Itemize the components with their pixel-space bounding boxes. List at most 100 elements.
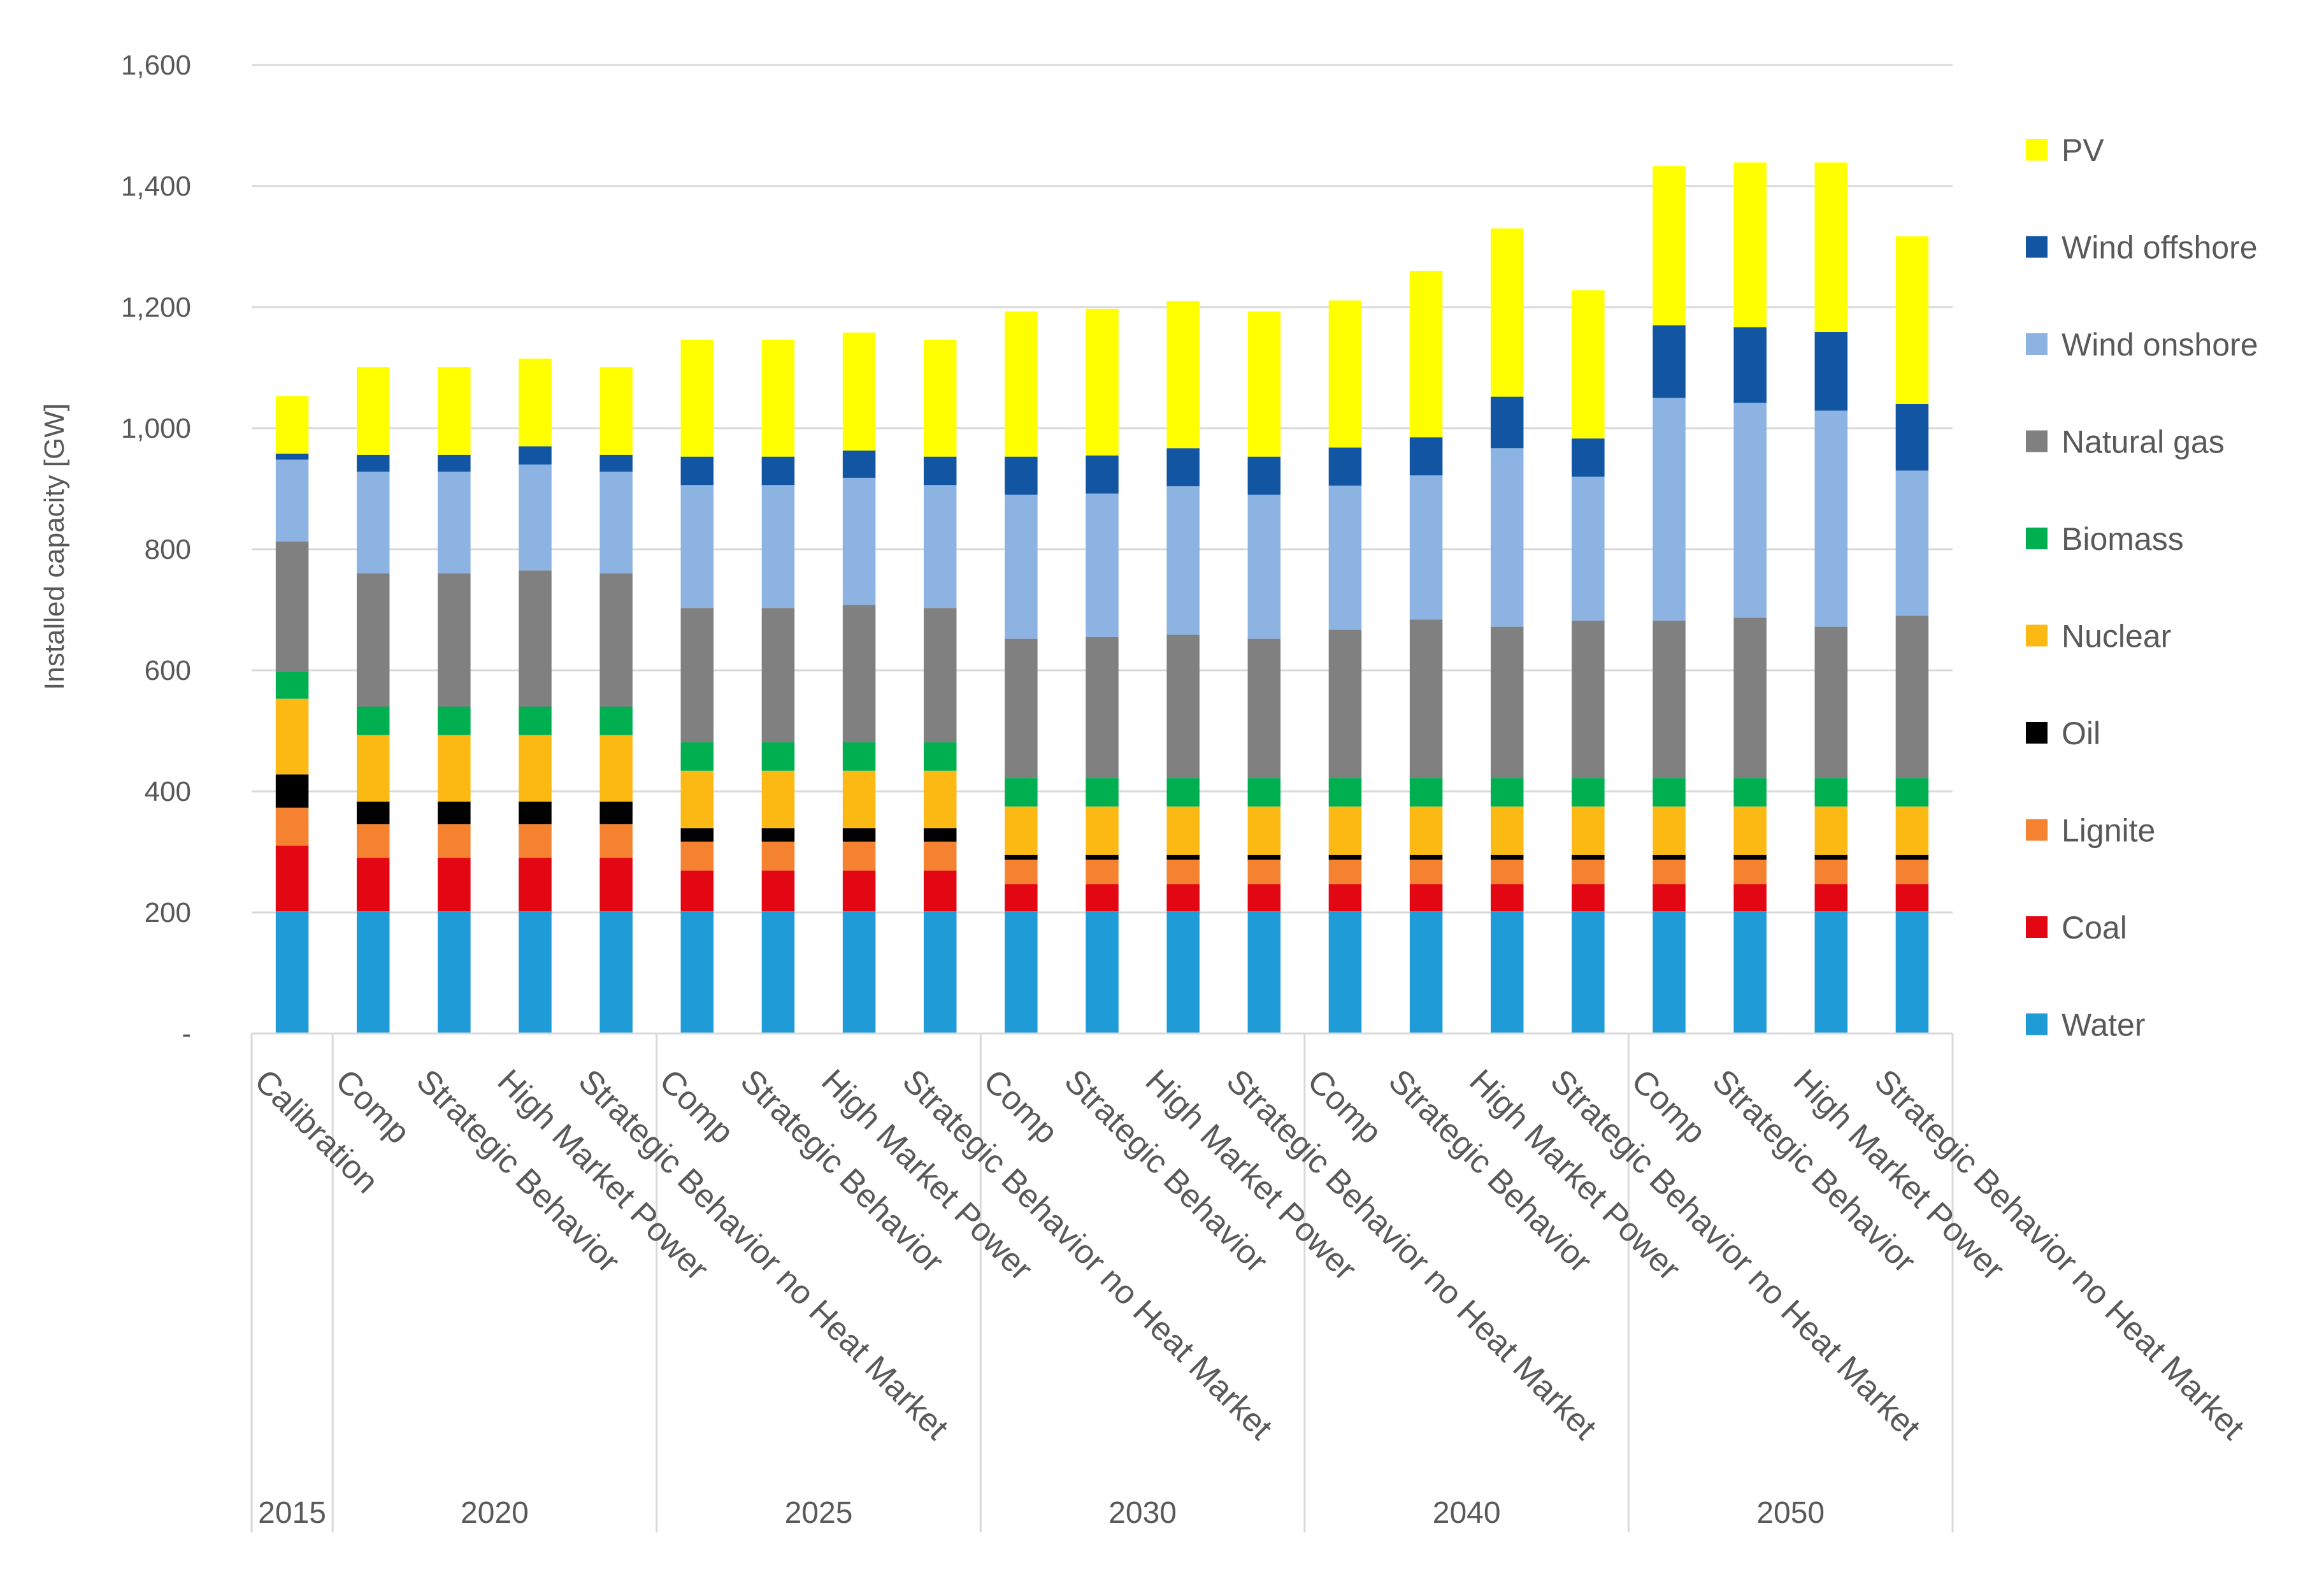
bar-segment-wind-onshore: [1572, 477, 1605, 621]
legend-label: Lignite: [2062, 813, 2155, 849]
bar-segment-wind-offshore: [842, 450, 876, 478]
bar-segment-water: [680, 911, 714, 1033]
bar-segment-coal: [1814, 884, 1848, 912]
bar-segment-wind-offshore: [1572, 438, 1605, 477]
bar-segment-pv: [923, 340, 957, 457]
bar-segment-coal: [1247, 884, 1281, 912]
bar-segment-biomass: [1005, 778, 1038, 807]
legend-label: Coal: [2062, 910, 2127, 946]
bar-segment-water: [519, 911, 552, 1033]
bar-segment-lignite: [1653, 860, 1686, 884]
legend-swatch-wind-offshore: [2026, 236, 2048, 258]
bar-segment-water: [923, 911, 957, 1033]
bar-segment-natural-gas: [275, 541, 309, 672]
bar-segment-wind-onshore: [1814, 410, 1848, 627]
x-group-label: 2015: [258, 1496, 326, 1530]
bar-segment-pv: [356, 367, 390, 455]
y-tick-label: -: [182, 1018, 191, 1049]
legend-label: Biomass: [2062, 521, 2184, 557]
bar-segment-nuclear: [1166, 806, 1200, 855]
bar-segment-nuclear: [1409, 806, 1443, 855]
bar-segment-oil: [1733, 854, 1767, 860]
bar-segment-biomass: [1328, 778, 1362, 807]
bar-segment-water: [1086, 911, 1119, 1033]
bars: [275, 162, 1929, 1033]
bar-segment-coal: [438, 858, 471, 912]
x-axis: 2015 2020 2025 2030 2040 2050CalibrationCompS…: [247, 1032, 2251, 1532]
bar-segment-oil: [1247, 854, 1281, 860]
bar-segment-biomass: [1895, 778, 1929, 807]
bar-segment-biomass: [356, 707, 390, 735]
bar-segment-biomass: [680, 742, 714, 771]
bar-segment-wind-offshore: [356, 454, 390, 472]
bar-segment-natural-gas: [761, 608, 795, 743]
y-tick-label: 1,600: [121, 50, 191, 81]
bar-segment-wind-onshore: [923, 485, 957, 609]
bar-segment-coal: [680, 870, 714, 912]
bar-segment-coal: [1005, 884, 1038, 912]
bar-segment-wind-onshore: [1733, 403, 1767, 618]
legend-label: Wind onshore: [2062, 327, 2258, 363]
bar-segment-lignite: [1572, 860, 1605, 884]
y-tick-label: 1,400: [121, 171, 191, 202]
bar-segment-pv: [1166, 301, 1200, 449]
bar-segment-natural-gas: [1086, 637, 1119, 779]
bar-segment-wind-onshore: [1166, 486, 1200, 635]
bar-segment-oil: [599, 802, 633, 825]
bar-segment-oil: [680, 828, 714, 842]
bar-segment-biomass: [1572, 778, 1605, 807]
bar-segment-wind-onshore: [438, 472, 471, 573]
bar-segment-water: [1814, 911, 1848, 1033]
bar-segment-nuclear: [761, 770, 795, 828]
bar-segment-natural-gas: [923, 608, 957, 743]
bar-segment-pv: [275, 396, 309, 454]
bar-segment-nuclear: [1814, 806, 1848, 855]
bar-segment-lignite: [438, 824, 471, 858]
bar-segment-pv: [1895, 236, 1929, 404]
legend-swatch-pv: [2026, 139, 2048, 161]
bar-segment-wind-onshore: [1895, 470, 1929, 616]
legend-swatch-natural-gas: [2026, 430, 2048, 452]
bar-segment-wind-onshore: [599, 472, 633, 573]
bar-segment-lignite: [1166, 860, 1200, 884]
bar-segment-pv: [842, 332, 876, 451]
bar-segment-water: [1733, 911, 1767, 1033]
bar-segment-water: [1166, 911, 1200, 1033]
bar-segment-oil: [923, 828, 957, 842]
bar-segment-pv: [1814, 162, 1848, 332]
x-group-label: 2040: [1433, 1496, 1501, 1530]
bar-segment-lignite: [1005, 860, 1038, 884]
bar-segment-wind-offshore: [680, 456, 714, 486]
bar-segment-pv: [1653, 166, 1686, 326]
bar-segment-natural-gas: [1733, 617, 1767, 779]
legend-swatch-oil: [2026, 722, 2048, 744]
bar-segment-wind-onshore: [1409, 475, 1443, 620]
bar-segment-wind-offshore: [1005, 456, 1038, 495]
bar-segment-water: [1490, 911, 1524, 1033]
bar-segment-coal: [1409, 884, 1443, 912]
bar-segment-nuclear: [1733, 806, 1767, 855]
bar-segment-nuclear: [1490, 806, 1524, 855]
bar-segment-oil: [1490, 854, 1524, 860]
bar-segment-coal: [1328, 884, 1362, 912]
bar-segment-nuclear: [1086, 806, 1119, 855]
bar-segment-wind-onshore: [761, 485, 795, 609]
bar-segment-wind-offshore: [1328, 447, 1362, 486]
bar-segment-pv: [680, 340, 714, 457]
bar-segment-wind-offshore: [1490, 396, 1524, 449]
bar-segment-wind-offshore: [519, 446, 552, 465]
bar-segment-lignite: [842, 841, 876, 871]
bar-segment-lignite: [1086, 860, 1119, 884]
bar-segment-water: [1572, 911, 1605, 1033]
bar-segment-coal: [1490, 884, 1524, 912]
bar-segment-oil: [1005, 854, 1038, 860]
bar-segment-coal: [1733, 884, 1767, 912]
bar-segment-nuclear: [356, 735, 390, 802]
bar-segment-oil: [842, 828, 876, 842]
bar-segment-nuclear: [1653, 806, 1686, 855]
bar-segment-wind-onshore: [842, 477, 876, 605]
bar-segment-nuclear: [438, 735, 471, 802]
bar-segment-oil: [356, 802, 390, 825]
bar-segment-nuclear: [1328, 806, 1362, 855]
bar-segment-biomass: [1814, 778, 1848, 807]
